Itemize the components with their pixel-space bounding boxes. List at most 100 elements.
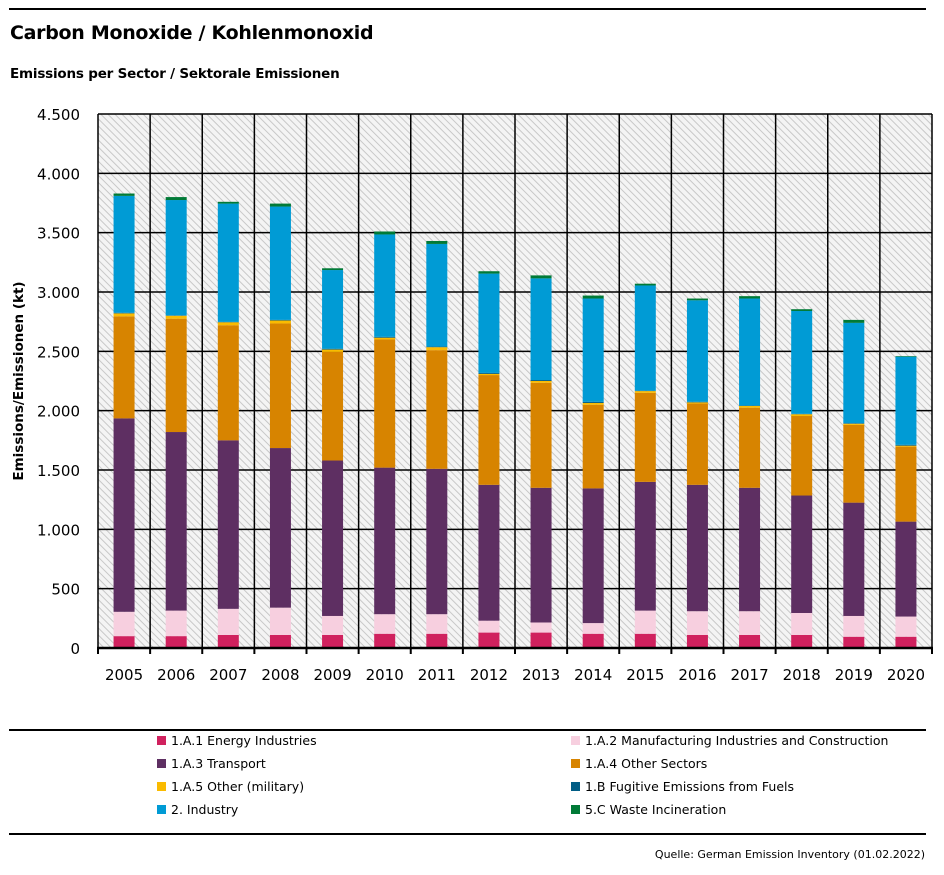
bar-segment-2013-series-2: 1.A.3 Transport 2013: 1135 — [530, 487, 552, 623]
bar-segment-2019-series-3: 1.A.4 Other Sectors 2019: 655 — [843, 424, 865, 503]
legend-item: 1.A.4 Other Sectors — [571, 756, 707, 771]
bar-segment-2020-series-5: 1.B Fugitive Emissions from Fuels 2020: … — [895, 444, 917, 446]
bar-segment-2018-series-3: 1.A.4 Other Sectors 2018: 670 — [791, 416, 813, 496]
bar-segment-2016-series-3: 1.A.4 Other Sectors 2016: 685 — [686, 403, 708, 485]
bar-segment-2011-series-7: 5.C Waste Incineration 2011: 25 — [426, 240, 448, 244]
bar-segment-2008-series-6: 2. Industry 2008: 955 — [269, 206, 291, 320]
bar-segment-2015-series-1: 1.A.2 Manufacturing Industries and Const… — [634, 610, 656, 634]
bar-segment-2016-series-5: 1.B Fugitive Emissions from Fuels 2016: … — [686, 401, 708, 403]
bar-segment-2008-series-7: 5.C Waste Incineration 2008: 25 — [269, 203, 291, 207]
bar-segment-2012-series-4: 1.A.5 Other (military) 2012: 10 — [478, 373, 500, 376]
bar-segment-2019-series-0: 1.A.1 Energy Industries 2019: 95 — [843, 636, 865, 648]
bar-segment-2019-series-4: 1.A.5 Other (military) 2019: 10 — [843, 423, 865, 425]
chart-subtitle: Emissions per Sector / Sektorale Emissio… — [10, 66, 340, 82]
bar-segment-2009-series-2: 1.A.3 Transport 2009: 1310 — [322, 460, 344, 616]
legend-bottom-rule — [9, 833, 926, 835]
legend-label: 1.A.4 Other Sectors — [585, 756, 708, 771]
x-tick-label: 2016 — [678, 666, 716, 684]
bar-segment-2009-series-4: 1.A.5 Other (military) 2009: 20 — [322, 349, 344, 352]
bar-segment-2010-series-7: 5.C Waste Incineration 2010: 25 — [374, 231, 396, 235]
bar-segment-2008-series-3: 1.A.4 Other Sectors 2008: 1050 — [269, 323, 291, 449]
bar-segment-2018-series-7: 5.C Waste Incineration 2018: 15 — [791, 309, 813, 311]
bar-segment-2013-series-4: 1.A.5 Other (military) 2013: 15 — [530, 381, 552, 383]
legend-item: 1.A.3 Transport — [157, 756, 266, 771]
bar-segment-2016-series-1: 1.A.2 Manufacturing Industries and Const… — [686, 611, 708, 635]
x-tick-label: 2006 — [157, 666, 195, 684]
bar-segment-2008-series-5: 1.B Fugitive Emissions from Fuels 2008: … — [269, 319, 291, 321]
bar-segment-2018-series-4: 1.A.5 Other (military) 2018: 15 — [791, 414, 813, 417]
bar-segment-2017-series-3: 1.A.4 Other Sectors 2017: 675 — [739, 407, 761, 488]
bar-segment-2012-series-2: 1.A.3 Transport 2012: 1145 — [478, 484, 500, 621]
legend-label: 1.A.5 Other (military) — [171, 779, 305, 794]
bar-segment-2017-series-7: 5.C Waste Incineration 2017: 20 — [739, 296, 761, 299]
bar-segment-2015-series-3: 1.A.4 Other Sectors 2015: 750 — [634, 392, 656, 482]
legend-swatch-icon — [571, 782, 580, 791]
bar-segment-2019-series-6: 2. Industry 2019: 845 — [843, 322, 865, 424]
bar-segment-2010-series-5: 1.B Fugitive Emissions from Fuels 2010: … — [374, 336, 396, 338]
bar-segment-2020-series-3: 1.A.4 Other Sectors 2020: 632 — [895, 446, 917, 522]
bar-segment-2020-series-7: 5.C Waste Incineration 2020: 5 — [895, 356, 917, 357]
x-tick-label: 2018 — [783, 666, 821, 684]
y-tick-label: 2.500 — [37, 343, 80, 361]
axes — [97, 114, 933, 654]
bar-segment-2017-series-4: 1.A.5 Other (military) 2017: 15 — [739, 405, 761, 408]
bar-segment-2005-series-7: 5.C Waste Incineration 2005: 20 — [113, 193, 135, 196]
bar-segment-2010-series-6: 2. Industry 2010: 863 — [374, 234, 396, 337]
legend-swatch-icon — [571, 759, 580, 768]
bar-segment-2010-series-1: 1.A.2 Manufacturing Industries and Const… — [374, 614, 396, 634]
bar-segment-2020-series-6: 2. Industry 2020: 743 — [895, 356, 917, 445]
bar-segment-2015-series-2: 1.A.3 Transport 2015: 1085 — [634, 481, 656, 611]
bar-segment-2014-series-7: 5.C Waste Incineration 2014: 25 — [582, 295, 604, 299]
bar-segment-2011-series-3: 1.A.4 Other Sectors 2011: 1000 — [426, 350, 448, 469]
x-tick-label: 2011 — [418, 666, 456, 684]
bar-segment-2011-series-1: 1.A.2 Manufacturing Industries and Const… — [426, 614, 448, 634]
legend-item: 1.A.5 Other (military) — [157, 779, 304, 794]
bar-segment-2005-series-6: 2. Industry 2005: 985 — [113, 195, 135, 313]
bar-segment-2018-series-0: 1.A.1 Energy Industries 2018: 110 — [791, 634, 813, 648]
bar-segment-2009-series-5: 1.B Fugitive Emissions from Fuels 2009: … — [322, 348, 344, 350]
bar-segment-2008-series-2: 1.A.3 Transport 2008: 1345 — [269, 448, 291, 608]
bar-segment-2005-series-5: 1.B Fugitive Emissions from Fuels 2005: … — [113, 312, 135, 314]
bar-segment-2017-series-6: 2. Industry 2017: 902 — [739, 298, 761, 406]
bar-segment-2010-series-2: 1.A.3 Transport 2010: 1235 — [374, 467, 396, 615]
x-tick-label: 2010 — [366, 666, 404, 684]
bar-segment-2012-series-5: 1.B Fugitive Emissions from Fuels 2012: … — [478, 372, 500, 374]
y-axis-title: Emissions/Emissionen (kt) — [11, 281, 27, 480]
bar-segment-2006-series-4: 1.A.5 Other (military) 2006: 25 — [165, 315, 187, 319]
bar-segment-2012-series-7: 5.C Waste Incineration 2012: 20 — [478, 271, 500, 274]
legend-label: 1.A.3 Transport — [171, 756, 266, 771]
bar-segment-2011-series-5: 1.B Fugitive Emissions from Fuels 2011: … — [426, 346, 448, 348]
legend-top-rule — [9, 729, 926, 731]
legend-swatch-icon — [157, 736, 166, 745]
x-tick-label: 2017 — [730, 666, 768, 684]
bar-segment-2012-series-6: 2. Industry 2012: 837 — [478, 273, 500, 373]
bar-segment-2008-series-4: 1.A.5 Other (military) 2008: 25 — [269, 320, 291, 324]
bar-segment-2013-series-7: 5.C Waste Incineration 2013: 25 — [530, 275, 552, 279]
bar-segment-2008-series-0: 1.A.1 Energy Industries 2008: 110 — [269, 634, 291, 648]
y-axis-tick-labels: 0 500 1.000 1.500 2.000 2.500 3.000 3.500 4.000 4… — [37, 106, 80, 658]
stacked-bar-chart: 1.A.1 Energy Industries 2005: 100 1.A.2 M… — [11, 106, 933, 684]
bar-segment-2014-series-0: 1.A.1 Energy Industries 2014: 120 — [582, 633, 604, 648]
bar-segment-2018-series-1: 1.A.2 Manufacturing Industries and Const… — [791, 612, 813, 635]
gridlines — [98, 113, 933, 648]
bar-segment-2006-series-0: 1.A.1 Energy Industries 2006: 100 — [165, 636, 187, 648]
y-tick-label: 4.500 — [37, 106, 80, 124]
bar-segment-2005-series-3: 1.A.4 Other Sectors 2005: 860 — [113, 316, 135, 419]
bar-segment-2014-series-6: 2. Industry 2014: 870 — [582, 298, 604, 402]
bar-segment-2009-series-7: 5.C Waste Incineration 2009: 15 — [322, 268, 344, 271]
bar-segment-2014-series-5: 1.B Fugitive Emissions from Fuels 2014: … — [582, 401, 604, 403]
bars: 1.A.1 Energy Industries 2005: 100 1.A.2 M… — [113, 193, 917, 648]
x-tick-label: 2020 — [887, 666, 925, 684]
bar-segment-2020-series-4: 1.A.5 Other (military) 2020: 8 — [895, 445, 917, 447]
legend-label: 2. Industry — [171, 802, 239, 817]
bar-segment-2005-series-0: 1.A.1 Energy Industries 2005: 100 — [113, 636, 135, 648]
bar-segment-2007-series-6: 2. Industry 2007: 997 — [217, 203, 239, 322]
bar-segment-2017-series-1: 1.A.2 Manufacturing Industries and Const… — [739, 611, 761, 635]
bar-segment-2013-series-0: 1.A.1 Energy Industries 2013: 130 — [530, 632, 552, 648]
bar-segment-2016-series-0: 1.A.1 Energy Industries 2016: 110 — [686, 634, 708, 648]
bar-segment-2007-series-4: 1.A.5 Other (military) 2007: 25 — [217, 322, 239, 326]
bar-segment-2011-series-2: 1.A.3 Transport 2011: 1225 — [426, 468, 448, 615]
bar-segment-2009-series-3: 1.A.4 Other Sectors 2009: 915 — [322, 351, 344, 461]
y-tick-label: 500 — [51, 581, 80, 599]
bar-segment-2014-series-2: 1.A.3 Transport 2014: 1135 — [582, 488, 604, 624]
